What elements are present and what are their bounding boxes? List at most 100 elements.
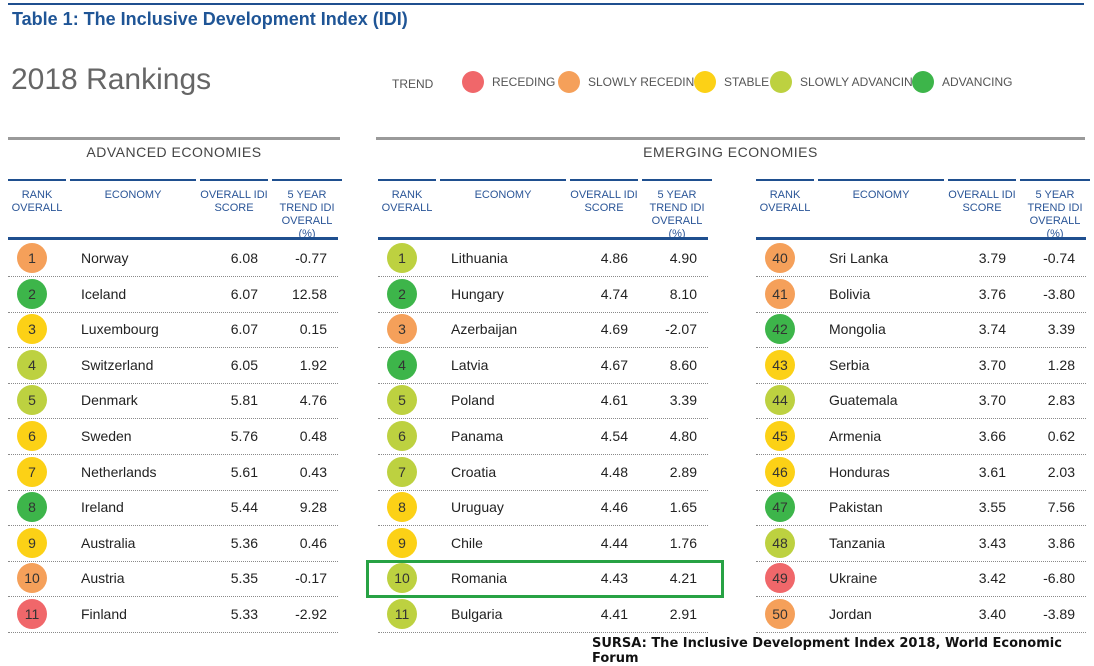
column-rule-economy xyxy=(70,179,196,181)
column-header-rank: RANK OVERALL xyxy=(11,189,63,214)
legend-trend-label: TREND xyxy=(392,77,434,91)
row-separator xyxy=(8,382,338,384)
advanced-group-title: ADVANCED ECONOMIES xyxy=(86,144,262,160)
idi-score: 5.36 xyxy=(230,534,258,551)
idi-score: 6.05 xyxy=(230,356,258,373)
idi-score: 4.86 xyxy=(600,250,628,266)
row-separator xyxy=(756,454,1086,455)
rank-circle: 9 xyxy=(17,527,47,558)
economy-name: Croatia xyxy=(451,463,497,480)
row-separator xyxy=(8,454,338,455)
trend-value: 4.76 xyxy=(299,392,327,409)
idi-score: 3.55 xyxy=(978,499,1006,516)
trend-value: 9.28 xyxy=(299,499,327,516)
rank-circle: 45 xyxy=(765,421,795,451)
legend-text: SLOWLY RECEDING xyxy=(588,75,704,89)
idi-score: 4.69 xyxy=(600,321,628,338)
column-header-rank: RANK OVERALL xyxy=(759,189,811,214)
top-rule xyxy=(8,3,1084,5)
trend-value: 2.83 xyxy=(1047,392,1075,409)
idi-score: 4.54 xyxy=(600,428,628,444)
row-separator xyxy=(756,347,1086,349)
rank-circle: 11 xyxy=(387,599,417,629)
trend-value: 1.28 xyxy=(1047,356,1075,373)
rank-circle: 47 xyxy=(765,492,795,523)
legend-item-slowly-advancing: SLOWLY ADVANCING xyxy=(770,71,922,93)
idi-score: 4.48 xyxy=(600,463,628,480)
trend-value: 7.56 xyxy=(1047,499,1075,516)
trend-value: 0.46 xyxy=(299,534,327,551)
column-rule-rank xyxy=(8,179,66,181)
row-separator xyxy=(378,347,708,349)
rank-circle: 1 xyxy=(17,243,47,273)
column-rule-score xyxy=(200,179,268,181)
rank-circle: 2 xyxy=(17,278,47,309)
rank-circle: 48 xyxy=(765,527,795,558)
trend-value: 1.92 xyxy=(299,356,327,373)
legend-text: STABLE xyxy=(724,75,770,89)
row-separator xyxy=(8,525,338,527)
emerging-group-title: EMERGING ECONOMIES xyxy=(643,144,818,160)
idi-score: 5.61 xyxy=(230,463,258,480)
economy-name: Serbia xyxy=(829,356,870,373)
idi-score: 4.74 xyxy=(600,285,628,302)
column-rule-economy xyxy=(440,179,566,181)
row-separator xyxy=(378,489,708,491)
legend-dot-slowly-receding xyxy=(558,71,580,93)
column-header-economy: ECONOMY xyxy=(852,189,910,201)
legend-dot-receding xyxy=(462,71,484,93)
rank-circle: 10 xyxy=(17,563,47,594)
economy-name: Latvia xyxy=(451,356,489,373)
economy-name: Pakistan xyxy=(829,499,883,516)
header-bottom-rule xyxy=(8,237,338,240)
column-header-trend: 5 YEAR TREND IDI OVERALL (%) xyxy=(649,189,705,240)
idi-score: 3.74 xyxy=(978,321,1006,338)
economy-name: Uruguay xyxy=(451,499,504,516)
legend-dot-advancing xyxy=(912,71,934,93)
idi-score: 6.07 xyxy=(230,321,258,338)
economy-name: Netherlands xyxy=(81,463,157,480)
economy-name: Denmark xyxy=(81,392,138,409)
row-separator xyxy=(8,489,338,491)
trend-value: 4.90 xyxy=(669,250,697,266)
idi-score: 5.81 xyxy=(230,392,258,409)
trend-value: 1.65 xyxy=(669,499,697,516)
trend-value: -2.07 xyxy=(665,321,697,338)
trend-value: 0.48 xyxy=(299,428,327,444)
rank-circle: 42 xyxy=(765,314,795,345)
row-separator xyxy=(756,418,1086,420)
trend-value: 0.43 xyxy=(299,463,327,480)
row-separator xyxy=(8,632,338,633)
row-separator xyxy=(756,311,1086,313)
trend-value: -3.89 xyxy=(1043,606,1075,622)
idi-score: 4.61 xyxy=(600,392,628,409)
idi-score: 3.40 xyxy=(978,606,1006,622)
column-header-score: OVERALL IDI SCORE xyxy=(200,189,268,214)
rank-circle: 5 xyxy=(17,385,47,416)
rank-circle: 3 xyxy=(17,314,47,345)
row-separator xyxy=(8,418,338,420)
rank-circle: 41 xyxy=(765,278,795,309)
advanced-group-rule xyxy=(8,137,340,140)
row-separator xyxy=(756,382,1086,384)
trend-value: -0.74 xyxy=(1043,250,1075,266)
trend-value: 0.62 xyxy=(1047,428,1075,444)
source-note: SURSA: The Inclusive Development Index 2… xyxy=(592,636,1062,666)
column-header-economy: ECONOMY xyxy=(104,189,162,201)
economy-name: Tanzania xyxy=(829,534,886,551)
row-separator xyxy=(8,560,338,562)
row-separator xyxy=(378,276,708,277)
rank-circle: 46 xyxy=(765,456,795,487)
row-separator xyxy=(378,525,708,527)
idi-score: 4.46 xyxy=(600,499,628,516)
economy-name: Armenia xyxy=(829,428,882,444)
rank-circle: 4 xyxy=(17,349,47,380)
idi-score: 3.70 xyxy=(978,392,1006,409)
economy-name: Hungary xyxy=(451,285,504,302)
rank-circle: 5 xyxy=(387,385,417,416)
legend-item-stable: STABLE xyxy=(694,71,769,93)
trend-value: 8.10 xyxy=(669,285,697,302)
rank-circle: 2 xyxy=(387,278,417,309)
trend-value: -2.92 xyxy=(295,606,327,622)
rank-circle: 6 xyxy=(17,421,47,451)
